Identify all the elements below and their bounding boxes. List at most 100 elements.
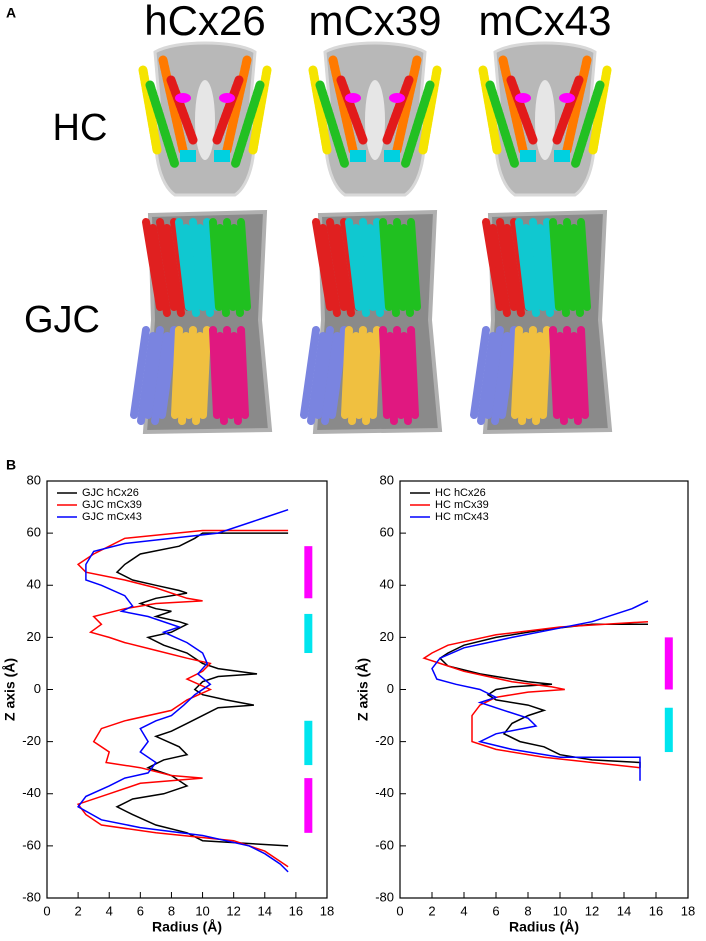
- helix: [230, 224, 244, 317]
- plot-frame: [399, 480, 689, 899]
- pore: [365, 80, 385, 160]
- x-tick-label: 12: [226, 903, 240, 918]
- helix: [333, 224, 355, 317]
- helix: [300, 326, 320, 419]
- helix: [379, 326, 391, 419]
- helix: [532, 332, 544, 425]
- helix: [158, 55, 188, 155]
- helix: [562, 55, 592, 155]
- y-tick-label: -80: [375, 889, 394, 904]
- y-axis-title: Z axis (Å): [2, 658, 18, 721]
- x-tick-label: 4: [460, 903, 467, 918]
- helix: [192, 332, 204, 425]
- helix: [366, 224, 384, 317]
- region-bar: [304, 720, 313, 766]
- helix: [369, 326, 381, 419]
- helix: [570, 332, 582, 425]
- helix: [478, 65, 502, 155]
- x-tick-label: 4: [106, 903, 113, 918]
- pore: [195, 80, 215, 160]
- y-tick-label: 80: [380, 472, 394, 487]
- hemichannel-image: [138, 41, 272, 197]
- data-line: [438, 623, 648, 768]
- site: [384, 150, 400, 162]
- helix: [386, 332, 398, 425]
- site: [389, 93, 405, 103]
- helix: [491, 332, 511, 425]
- helix: [209, 218, 223, 311]
- helix: [485, 80, 520, 170]
- helix: [307, 332, 327, 425]
- helix: [189, 218, 207, 311]
- helix: [314, 326, 334, 419]
- x-tick-label: 6: [492, 903, 499, 918]
- helix: [563, 218, 577, 311]
- helix: [156, 218, 178, 311]
- helix: [498, 326, 518, 419]
- helix: [216, 224, 230, 317]
- helix: [496, 218, 518, 311]
- x-tick-label: 16: [289, 903, 303, 918]
- helix: [556, 332, 568, 425]
- x-tick-label: 14: [617, 903, 631, 918]
- helix: [171, 326, 183, 419]
- helix: [484, 326, 504, 419]
- gap-junction-image: [300, 209, 443, 435]
- helix: [336, 75, 368, 145]
- helix: [355, 326, 367, 419]
- helix: [549, 326, 561, 419]
- helix: [237, 218, 251, 311]
- helix: [392, 55, 422, 155]
- row-title: GJC: [24, 299, 100, 341]
- helix: [498, 55, 528, 155]
- helix: [588, 65, 612, 155]
- x-axis-title: Radius (Å): [509, 919, 579, 935]
- helix: [418, 65, 442, 155]
- helix: [209, 326, 221, 419]
- column-title: mCx43: [478, 0, 611, 44]
- helix: [158, 326, 178, 419]
- helix: [552, 75, 584, 145]
- legend-label: GJC mCx43: [82, 511, 142, 523]
- x-tick-label: 8: [168, 903, 175, 918]
- x-tick-label: 18: [681, 903, 695, 918]
- data-line: [115, 532, 289, 847]
- helix: [386, 224, 400, 317]
- helix: [477, 332, 497, 425]
- helix: [470, 326, 490, 419]
- helix: [525, 326, 537, 419]
- data-line: [76, 529, 289, 868]
- helix: [138, 65, 162, 155]
- helix: [529, 218, 547, 311]
- y-tick-label: -80: [22, 889, 41, 904]
- x-axis-title: Radius (Å): [152, 919, 222, 935]
- y-tick-label: 60: [380, 525, 394, 540]
- helix: [359, 218, 377, 311]
- y-tick-label: -20: [22, 733, 41, 748]
- helix: [163, 224, 185, 317]
- site: [554, 150, 570, 162]
- helix: [536, 224, 554, 317]
- helix: [145, 80, 180, 170]
- column-title: hCx26: [144, 0, 265, 44]
- helix: [144, 326, 164, 419]
- helix: [149, 224, 171, 317]
- helix: [130, 326, 150, 419]
- site: [345, 93, 361, 103]
- panel-label: A: [6, 5, 16, 21]
- helix: [515, 218, 533, 311]
- helix: [142, 218, 164, 311]
- hemichannel-image: [478, 41, 612, 197]
- region-bar: [304, 613, 313, 654]
- helix: [400, 224, 414, 317]
- y-tick-label: 60: [27, 525, 41, 540]
- pore: [535, 80, 555, 160]
- helix: [522, 224, 540, 317]
- region-bar: [304, 546, 313, 599]
- helix: [570, 80, 605, 170]
- y-axis-title: Z axis (Å): [355, 658, 371, 721]
- y-tick-label: 80: [27, 472, 41, 487]
- helix: [166, 75, 198, 145]
- y-tick-label: 40: [27, 577, 41, 592]
